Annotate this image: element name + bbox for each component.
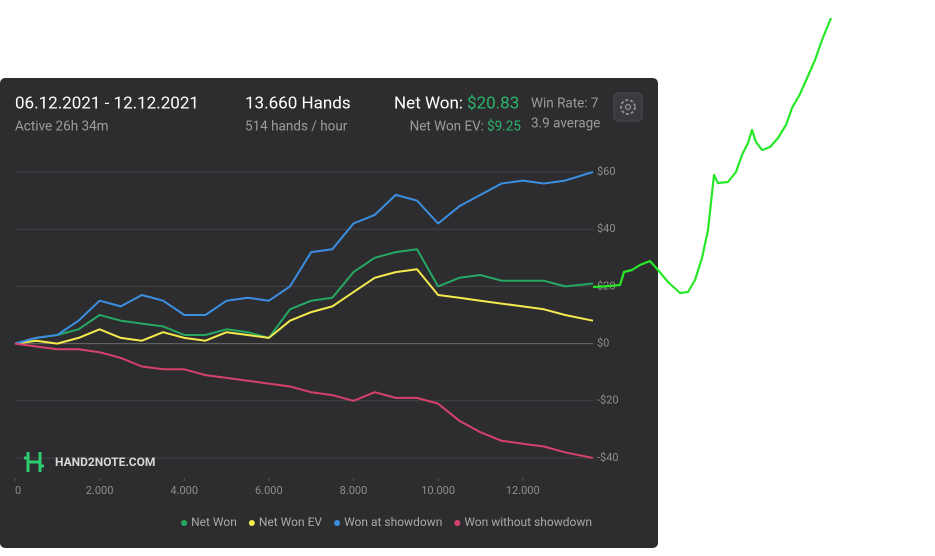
hand-drawn-line <box>592 17 833 295</box>
y-tick-label: -$40 <box>597 451 619 464</box>
y-tick-label: $60 <box>597 165 616 178</box>
watermark-text: HAND2NOTE.COM <box>55 455 155 469</box>
legend: Net Won Net Won EV Won at showdown Won with… <box>181 515 592 529</box>
date-range: 06.12.2021 - 12.12.2021 <box>15 93 199 113</box>
x-tick-label: 12.000 <box>506 484 540 497</box>
active-time: Active 26h 34m <box>15 119 109 135</box>
legend-marker <box>334 520 341 526</box>
net-won-ev-value: $9.25 <box>487 119 521 135</box>
win-rate: Win Rate: 7 <box>531 96 599 112</box>
plot: $60$40$20$0-$20-$400 2.000 4.000 6.000 8.000… <box>14 165 619 497</box>
hands-rate: 514 hands / hour <box>245 119 348 135</box>
x-tick-label: 0 <box>15 484 21 497</box>
settings-bg[interactable] <box>613 92 643 122</box>
x-tick-label: 8.000 <box>340 484 368 497</box>
y-tick-label: $0 <box>597 337 609 350</box>
legend-marker <box>181 520 188 526</box>
gear-icon[interactable] <box>620 99 636 115</box>
legend-marker <box>248 520 255 526</box>
legend-label: Won without showdown <box>464 515 592 529</box>
x-tick-label: 2.000 <box>86 484 114 497</box>
legend-label: Won at showdown <box>344 515 442 529</box>
legend-label: Net Won EV <box>259 515 323 529</box>
hands: 13.660 Hands <box>245 93 351 113</box>
settings-button[interactable] <box>613 92 643 122</box>
average: 3.9 average <box>531 116 600 132</box>
y-tick-label: -$20 <box>597 394 619 407</box>
legend-marker <box>454 520 461 526</box>
x-tick-label: 6.000 <box>255 484 283 497</box>
legend-label: Net Won <box>191 515 237 529</box>
series-line <box>14 248 594 345</box>
gear-center <box>624 103 632 111</box>
x-tick-label: 10.000 <box>421 484 455 497</box>
watermark-logo <box>24 452 44 472</box>
series-line <box>14 342 594 459</box>
net-won-value: $20.83 <box>467 93 519 113</box>
net-won-label: Net Won: <box>394 93 463 113</box>
series-line <box>14 171 594 345</box>
net-won-ev-label: Net Won EV: <box>410 119 484 135</box>
panel <box>0 78 658 548</box>
series-line <box>14 268 594 345</box>
x-tick-label: 4.000 <box>170 484 198 497</box>
watermark: HAND2NOTE.COM <box>24 452 155 472</box>
y-tick-label: $40 <box>597 222 616 235</box>
